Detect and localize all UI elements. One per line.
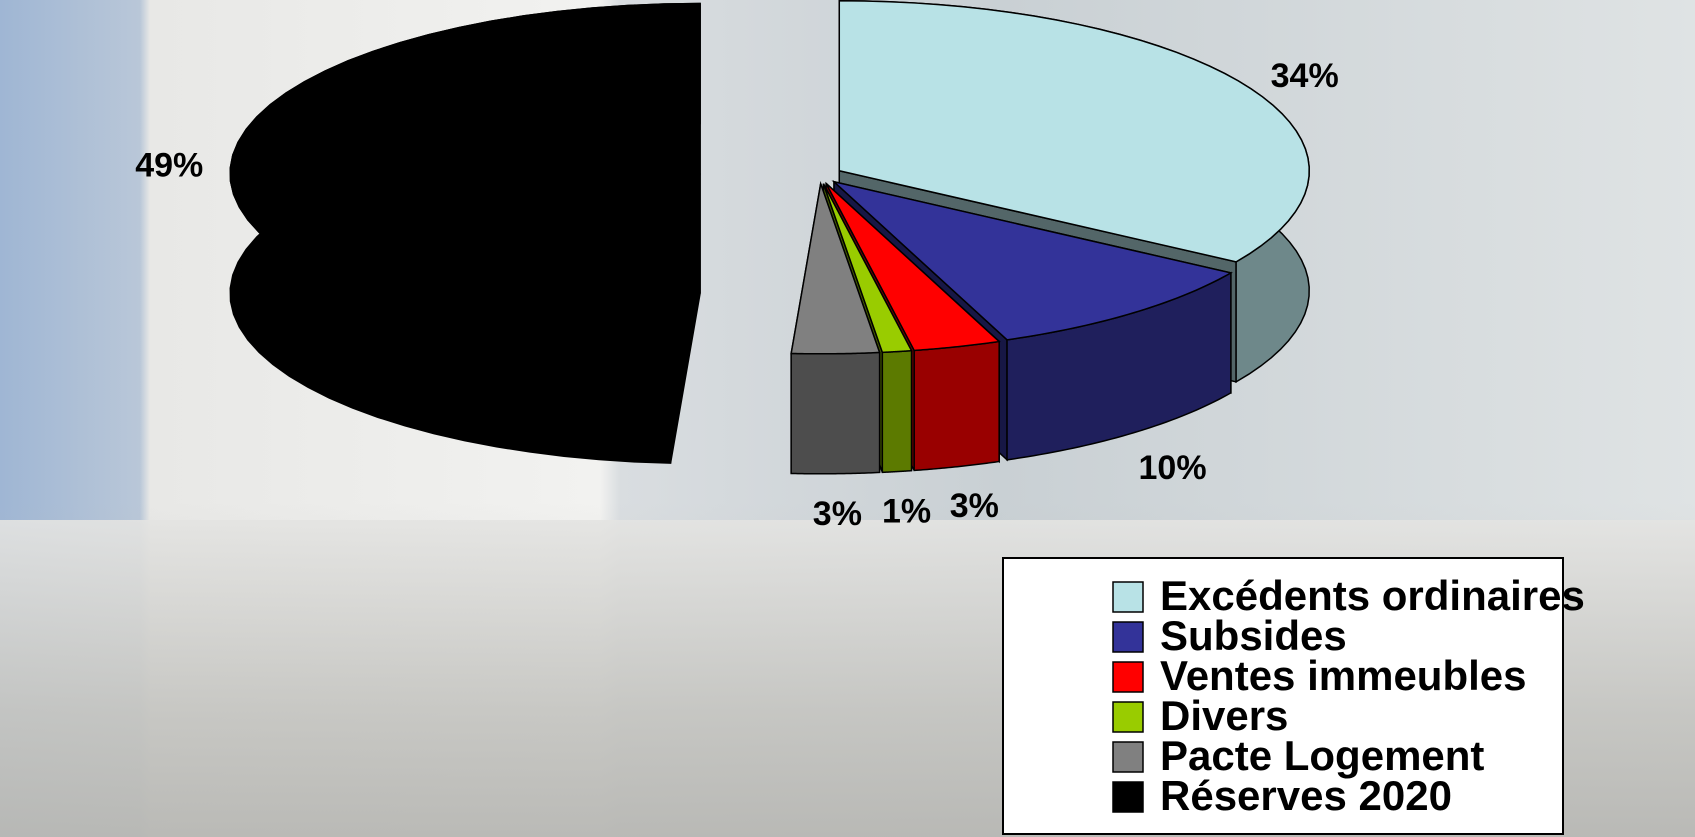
legend-label: Pacte Logement [1160, 732, 1484, 779]
slice-outer-wall [881, 349, 913, 474]
data-label: 3% [950, 487, 999, 525]
slice-outer-wall [790, 351, 881, 475]
data-label: 3% [813, 495, 862, 533]
legend-label: Ventes immeubles [1160, 652, 1527, 699]
slice-outer-wall [913, 340, 1000, 472]
slice-top [838, 0, 1310, 263]
legend-swatch [1112, 581, 1144, 613]
legend-label: Divers [1160, 692, 1288, 739]
data-label: 34% [1271, 57, 1339, 95]
legend-swatch [1112, 661, 1144, 693]
legend-label: Réserves 2020 [1160, 772, 1452, 819]
legend-label: Subsides [1160, 612, 1347, 659]
legend-swatch [1112, 701, 1144, 733]
slice-top [831, 180, 1233, 341]
data-label: 1% [882, 492, 931, 530]
slice-top [229, 2, 701, 344]
legend-swatch [1112, 621, 1144, 653]
slice-tops [229, 0, 1310, 355]
legend-swatch [1112, 781, 1144, 813]
data-label: 10% [1139, 449, 1207, 487]
slice-top [822, 183, 913, 354]
slice-top [790, 180, 881, 355]
legend-label: Excédents ordinaires [1160, 572, 1585, 619]
data-label: 49% [135, 146, 203, 184]
slice-top [825, 182, 1001, 352]
legend-box [1002, 557, 1564, 835]
legend-swatch [1112, 741, 1144, 773]
